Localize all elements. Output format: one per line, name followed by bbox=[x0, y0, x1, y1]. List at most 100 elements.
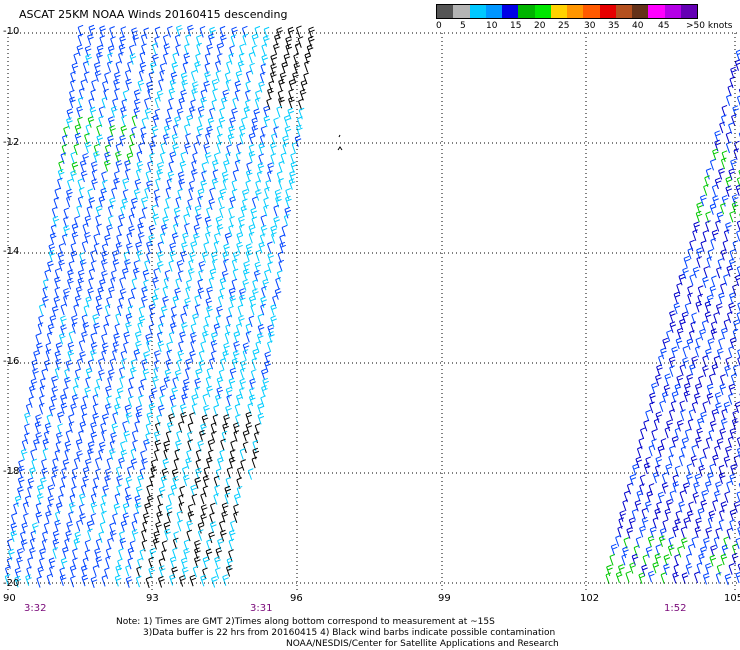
wind-barb bbox=[92, 394, 99, 406]
wind-barb bbox=[131, 430, 138, 442]
wind-barb bbox=[659, 400, 665, 412]
wind-barb bbox=[221, 171, 229, 183]
wind-barb bbox=[716, 438, 724, 450]
wind-barb bbox=[75, 438, 83, 451]
wind-barb bbox=[134, 495, 142, 507]
wind-barb bbox=[720, 282, 726, 295]
wind-barb bbox=[731, 114, 737, 126]
wind-barb bbox=[120, 520, 128, 532]
wind-barb bbox=[704, 300, 712, 313]
wind-barb bbox=[721, 150, 728, 163]
wind-barb bbox=[645, 546, 653, 558]
wind-barb bbox=[124, 168, 131, 181]
wind-barb bbox=[207, 449, 214, 462]
wind-barb bbox=[169, 556, 177, 568]
wind-barb bbox=[95, 294, 103, 307]
wind-barb bbox=[702, 230, 709, 242]
wind-barb bbox=[44, 422, 52, 435]
wind-barb bbox=[278, 178, 284, 190]
wind-barb bbox=[135, 405, 143, 417]
wind-barb bbox=[119, 276, 125, 289]
wind-barb bbox=[45, 510, 52, 523]
wind-barb bbox=[115, 242, 123, 254]
wind-barb bbox=[178, 178, 185, 191]
wind-barb bbox=[173, 458, 180, 470]
wind-barb bbox=[223, 159, 230, 172]
wind-barb bbox=[188, 187, 194, 199]
wind-barb bbox=[162, 296, 169, 308]
wind-barb bbox=[137, 321, 143, 334]
wind-barb bbox=[51, 375, 58, 388]
wind-barb bbox=[107, 205, 114, 217]
wind-barb bbox=[169, 242, 176, 255]
wind-barb bbox=[660, 438, 667, 450]
wind-barb bbox=[643, 419, 649, 432]
wind-barb bbox=[184, 297, 191, 310]
wind-barb bbox=[720, 553, 728, 566]
wind-barb bbox=[39, 385, 46, 398]
wind-barb bbox=[140, 126, 146, 139]
wind-barb bbox=[136, 161, 144, 173]
wind-barb bbox=[126, 465, 133, 478]
wind-barb bbox=[163, 440, 170, 453]
wind-barb bbox=[118, 531, 125, 543]
wind-barb bbox=[84, 549, 91, 562]
wind-barb bbox=[43, 430, 50, 443]
wind-barb bbox=[95, 214, 101, 227]
wind-barb bbox=[245, 330, 252, 343]
wind-barb bbox=[122, 177, 129, 190]
wind-barb bbox=[185, 205, 192, 217]
wind-barb bbox=[182, 378, 190, 391]
wind-barb bbox=[232, 169, 239, 182]
wind-barb bbox=[177, 519, 183, 532]
wind-barb bbox=[231, 278, 238, 291]
wind-barb bbox=[47, 484, 55, 497]
wind-barb bbox=[214, 556, 221, 568]
wind-barb bbox=[198, 360, 206, 372]
wind-barb bbox=[120, 205, 126, 218]
wind-barb bbox=[248, 315, 255, 328]
wind-barb bbox=[159, 62, 166, 75]
wind-barb bbox=[683, 382, 691, 395]
wind-barb bbox=[716, 266, 722, 279]
wind-barb bbox=[123, 430, 131, 443]
wind-barb bbox=[109, 522, 115, 535]
wind-barb bbox=[95, 205, 103, 217]
wind-barb bbox=[66, 195, 72, 208]
wind-barb bbox=[672, 474, 679, 487]
wind-barb bbox=[100, 187, 107, 200]
wind-barb bbox=[261, 368, 268, 381]
wind-barb bbox=[729, 337, 737, 349]
wind-barb bbox=[678, 501, 685, 513]
wind-barb bbox=[704, 562, 712, 575]
legend-swatch bbox=[453, 5, 470, 18]
wind-barb bbox=[145, 422, 152, 435]
wind-barb bbox=[106, 395, 112, 408]
wind-barb bbox=[263, 204, 269, 217]
wind-barb bbox=[267, 324, 274, 337]
wind-barb bbox=[219, 529, 227, 542]
wind-barb bbox=[98, 531, 105, 543]
wind-barb bbox=[131, 277, 138, 290]
wind-barb bbox=[42, 296, 49, 308]
wind-barb bbox=[185, 286, 191, 298]
wind-barb bbox=[221, 270, 229, 282]
lat-label-10: -10 bbox=[3, 26, 20, 37]
wind-barb bbox=[211, 159, 219, 172]
legend-swatch bbox=[518, 5, 535, 18]
wind-barb bbox=[90, 576, 98, 588]
wind-barb bbox=[214, 394, 222, 406]
wind-barb bbox=[681, 537, 688, 550]
wind-barb bbox=[179, 485, 185, 498]
wind-barb bbox=[162, 458, 170, 470]
wind-barb bbox=[651, 429, 657, 441]
wind-barb bbox=[728, 168, 736, 180]
wind-barb bbox=[664, 373, 672, 385]
wind-barb bbox=[707, 338, 715, 350]
wind-barb bbox=[152, 276, 159, 289]
wind-barb bbox=[79, 159, 87, 172]
wind-barb bbox=[79, 252, 85, 264]
wind-barb bbox=[725, 176, 733, 188]
wind-barb bbox=[240, 360, 247, 372]
wind-barb bbox=[155, 177, 161, 190]
